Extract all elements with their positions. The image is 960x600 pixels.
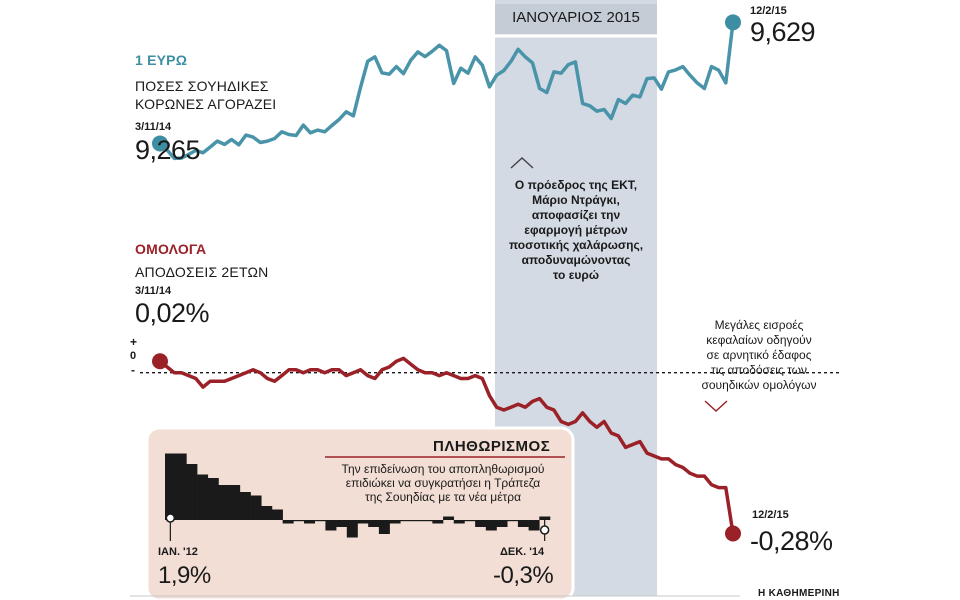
- inflation-bar: [539, 516, 551, 520]
- chevron-up-icon: [510, 157, 534, 169]
- inflation-bar: [496, 520, 508, 527]
- eur-end-marker: [725, 14, 741, 31]
- inflation-start-label: ΙΑΝ. '12: [158, 546, 198, 558]
- inflows-note-line: κεφαλαίων οδηγούν: [706, 333, 812, 347]
- inflation-bar: [475, 520, 487, 527]
- bond-start-date: 3/11/14: [135, 285, 172, 297]
- inflows-note-line: σουηδικών ομολόγων: [701, 378, 817, 392]
- eur-start-marker: [152, 135, 168, 152]
- inflation-bar: [421, 520, 433, 522]
- ecb-note-line: ποσοτικής χαλάρωσης,: [508, 238, 644, 252]
- inflation-bar: [400, 520, 412, 522]
- chevron-down-icon: [704, 400, 728, 412]
- eur-start-value: 9,265: [135, 135, 201, 165]
- inflation-description-line: Την επιδείνωση του αποπληθωρισμού: [341, 462, 545, 476]
- inflation-panel: [145, 426, 575, 600]
- ecb-note-line: Μάριο Ντράγκι,: [532, 193, 620, 207]
- inflation-bar: [207, 478, 219, 520]
- inflation-bar: [346, 520, 358, 538]
- inflows-note: Μεγάλες εισροές κεφαλαίων οδηγούν σε αρν…: [676, 318, 842, 393]
- eur-title: 1 ΕΥΡΩ: [135, 52, 188, 68]
- ecb-note-line: αποδυναμώνοντας: [521, 253, 631, 267]
- inflation-bar: [528, 520, 540, 531]
- bond-end-date: 12/2/15: [752, 509, 789, 521]
- inflation-bar: [432, 520, 444, 524]
- bond-end-value: -0,28%: [750, 526, 833, 556]
- eur-end-value: 9,629: [750, 17, 816, 47]
- bond-axis-zero: 0: [130, 350, 137, 362]
- inflows-note-line: τις αποδόσεις των: [710, 363, 808, 377]
- inflation-bar: [453, 520, 465, 524]
- inflation-bar: [378, 520, 390, 534]
- inflows-note-line: Μεγάλες εισροές: [714, 318, 804, 332]
- inflation-bars: [165, 453, 551, 541]
- bond-axis-minus: -: [131, 363, 135, 377]
- ecb-note: Ο πρόεδρος της ΕΚΤ, Μάριο Ντράγκι, αποφα…: [500, 178, 652, 283]
- inflation-bar: [250, 495, 262, 520]
- inflation-end-value: -0,3%: [493, 562, 554, 589]
- inflation-bar: [336, 520, 348, 527]
- january-2015-label: ΙΑΝΟΥΑΡΙΟΣ 2015: [512, 9, 640, 26]
- bond-start-marker: [152, 353, 168, 370]
- inflation-bar: [507, 520, 519, 522]
- inflation-bar: [218, 485, 230, 520]
- inflation-bar: [239, 492, 251, 520]
- bond-subtitle: ΑΠΟΔΟΣΕΙΣ 2ΕΤΩΝ: [135, 264, 269, 280]
- inflation-bar: [517, 520, 529, 527]
- inflation-bar: [443, 516, 455, 520]
- inflation-bar: [293, 520, 305, 522]
- inflation-bar: [314, 520, 326, 522]
- january-2015-label-bg: [495, 4, 657, 34]
- inflation-description-line: της Σουηδίας με τα νέα μέτρα: [364, 490, 522, 504]
- inflation-bar: [485, 520, 497, 531]
- inflation-bar: [229, 485, 241, 520]
- inflation-bar: [186, 464, 198, 520]
- inflation-bar: [261, 506, 273, 520]
- inflation-description-line: επιδιώκει να συγκρατήσει η Τράπεζα: [345, 476, 541, 490]
- publisher-credit: Η ΚΑΘΗΜΕΡΙΝΗ: [758, 588, 840, 599]
- ecb-note-line: το ευρώ: [553, 268, 599, 282]
- inflation-bar: [304, 520, 316, 524]
- bond-title: ΟΜΟΛΟΓΑ: [135, 241, 207, 257]
- inflation-end-label: ΔΕΚ. '14: [500, 546, 545, 558]
- inflation-end-marker: [539, 525, 550, 535]
- inflation-bar: [282, 520, 294, 524]
- ecb-note-line: Ο πρόεδρος της ΕΚΤ,: [514, 178, 638, 192]
- inflation-start-marker: [165, 513, 176, 523]
- bond-axis-plus: +: [130, 335, 138, 349]
- ecb-note-line: εφαρμογή μέτρων: [524, 223, 628, 237]
- inflation-bar: [325, 520, 337, 531]
- inflows-note-line: σε αρνητικό έδαφος: [706, 348, 812, 362]
- inflation-bar: [389, 520, 401, 524]
- eur-end-date: 12/2/15: [750, 5, 787, 17]
- inflation-bar: [271, 509, 283, 520]
- inflation-start-value: 1,9%: [158, 562, 211, 589]
- eur-subtitle-line1: ΠΟΣΕΣ ΣΟΥΗΔΙΚΕΣ: [135, 78, 269, 94]
- inflation-description: Την επιδείνωση του αποπληθωρισμού επιδιώ…: [318, 462, 568, 504]
- inflation-bar: [175, 453, 187, 520]
- inflation-bar: [464, 520, 476, 522]
- eur-sek-series: [152, 14, 741, 161]
- inflation-bar: [357, 520, 369, 524]
- eur-subtitle-line2: ΚΟΡΩΝΕΣ ΑΓΟΡΑΖΕΙ: [135, 96, 277, 112]
- inflation-bar: [368, 520, 380, 527]
- inflation-title: ΠΛΗΘΩΡΙΣΜΟΣ: [433, 438, 551, 455]
- bond-start-value: 0,02%: [135, 298, 210, 328]
- bond-end-marker: [725, 525, 741, 542]
- bond-yield-series: [152, 353, 741, 542]
- inflation-bar: [410, 520, 422, 522]
- ecb-note-line: αποφασίζει την: [531, 208, 621, 222]
- eur-start-date: 3/11/14: [135, 121, 172, 133]
- inflation-bar: [197, 474, 209, 520]
